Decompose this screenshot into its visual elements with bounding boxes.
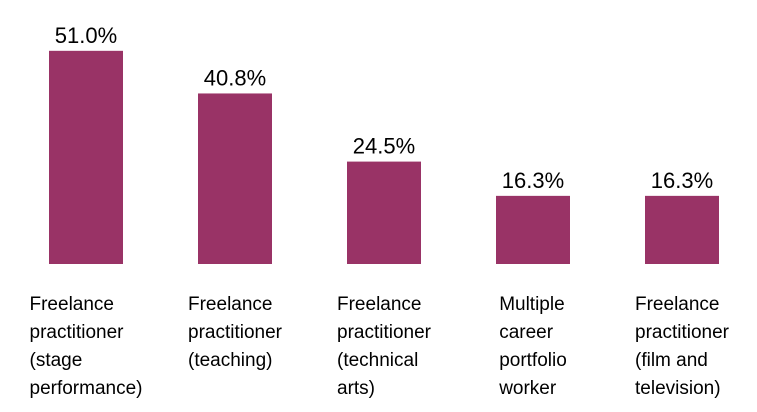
x-tick-label: Freelance	[337, 294, 422, 315]
bar	[645, 195, 719, 264]
data-label: 16.3%	[502, 168, 564, 193]
x-tick-label: Freelance	[635, 294, 720, 315]
x-tick-label: (teaching)	[188, 350, 273, 371]
x-tick-label: practitioner	[30, 322, 125, 343]
x-tick-label: (technical	[337, 350, 418, 371]
x-tick-label: career	[499, 322, 554, 343]
x-tick-label: (stage	[30, 350, 83, 371]
data-label: 40.8%	[204, 65, 266, 90]
data-label: 16.3%	[651, 168, 713, 193]
x-tick-label: Multiple	[499, 294, 564, 315]
x-tick-label: performance)	[30, 378, 143, 399]
bar	[49, 50, 123, 264]
bar	[347, 161, 421, 264]
x-tick-label: (film and	[635, 350, 708, 371]
x-tick-label: portfolio	[499, 350, 567, 371]
x-tick-label: Freelance	[30, 294, 115, 315]
bar	[496, 195, 570, 264]
x-tick-label: television)	[635, 378, 721, 399]
x-tick-label: arts)	[337, 378, 375, 399]
x-tick-label: practitioner	[337, 322, 432, 343]
x-tick-label: practitioner	[188, 322, 283, 343]
data-label: 51.0%	[55, 23, 117, 48]
data-label: 24.5%	[353, 134, 415, 159]
x-tick-label: worker	[498, 378, 557, 399]
x-tick-label: practitioner	[635, 322, 730, 343]
bar	[198, 93, 272, 265]
x-tick-label: Freelance	[188, 294, 273, 315]
